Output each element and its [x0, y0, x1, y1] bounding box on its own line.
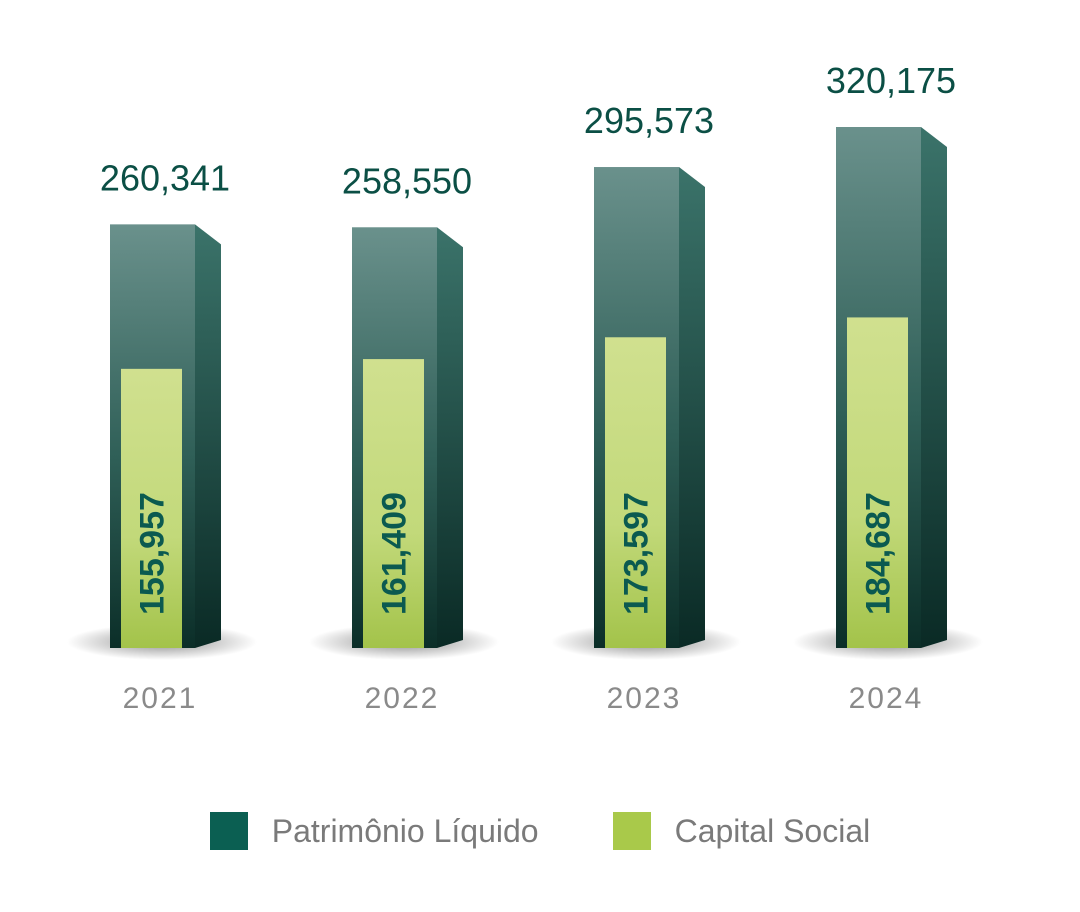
legend-swatch [209, 812, 248, 850]
legend-swatch [612, 812, 651, 850]
bar-group-2022: 258,550 161,409 2022 [309, 160, 499, 715]
data-label-total: 295,573 [584, 100, 714, 141]
legend-label: Capital Social [674, 812, 871, 849]
data-label-total: 258,550 [342, 160, 472, 201]
bar-capital-social [605, 337, 666, 648]
data-label-capital-social: 155,957 [134, 492, 172, 615]
x-tick-label: 2022 [365, 682, 440, 715]
legend: Patrimônio Líquido Capital Social [0, 812, 1080, 850]
bar-group-2024: 320,175 184,687 2024 [793, 60, 983, 715]
data-label-capital-social: 173,597 [618, 492, 656, 615]
data-label-capital-social: 161,409 [376, 492, 414, 615]
legend-item-capital-social: Capital Social [612, 812, 871, 850]
data-label-capital-social: 184,687 [860, 492, 898, 615]
data-label-total: 260,341 [100, 157, 230, 198]
legend-label: Patrimônio Líquido [271, 812, 539, 849]
x-tick-label: 2024 [849, 682, 924, 715]
bar-capital-social [363, 359, 424, 648]
x-tick-label: 2021 [123, 682, 198, 715]
bar-total-side [437, 227, 463, 648]
x-tick-label: 2023 [607, 682, 682, 715]
bar-total-side [679, 167, 705, 648]
data-label-total: 320,175 [826, 60, 956, 101]
bar-group-2023: 295,573 173,597 2023 [551, 100, 741, 715]
legend-item-patrimonio-liquido: Patrimônio Líquido [209, 812, 539, 850]
bar-group-2021: 260,341 155,957 2021 [67, 157, 257, 715]
bar-capital-social [847, 317, 908, 648]
bar-total-side [195, 224, 221, 648]
bar-capital-social [121, 368, 182, 648]
bar-total-side [921, 127, 947, 648]
